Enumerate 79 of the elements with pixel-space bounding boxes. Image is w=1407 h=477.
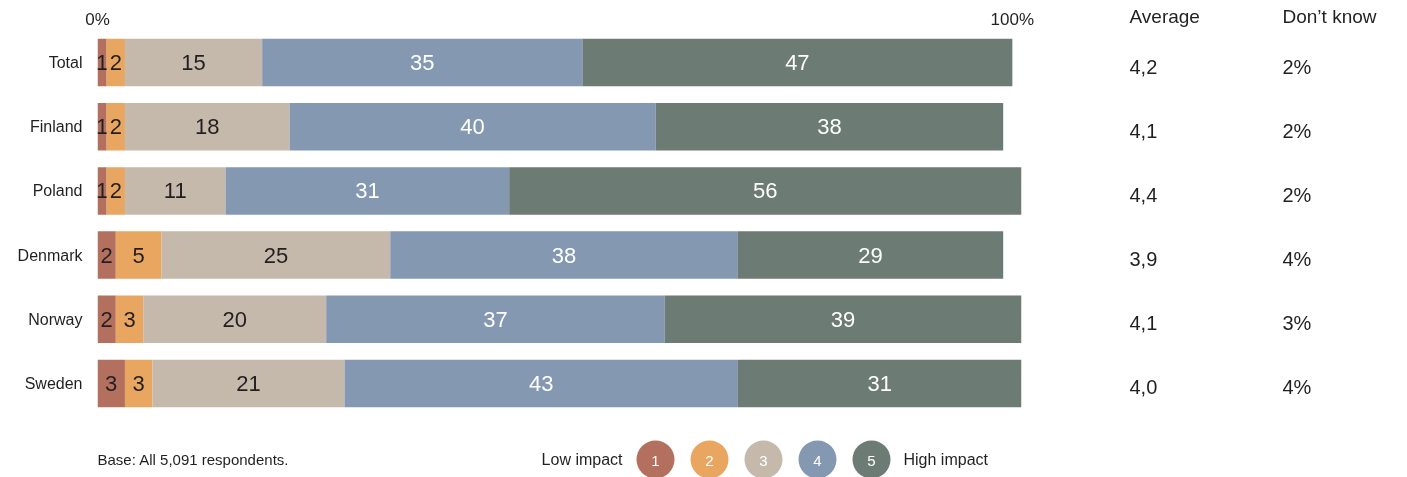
bar: [115, 231, 162, 279]
y-tick-label: Poland: [32, 182, 83, 200]
y-tick-label: Finland: [30, 118, 83, 136]
data-label: 5: [132, 242, 145, 268]
text: 4%: [1282, 376, 1312, 399]
bar: [152, 359, 345, 408]
text: 5: [867, 451, 876, 469]
bar: [124, 38, 263, 87]
text: 4,2: [1129, 55, 1158, 78]
data-label: 21: [236, 370, 261, 396]
bar: [97, 359, 125, 408]
bar: [326, 295, 665, 343]
y-tick-label: Denmark: [17, 246, 84, 264]
data-label: 20: [222, 306, 247, 332]
data-label: 11: [163, 178, 187, 204]
data-label: 37: [483, 306, 508, 332]
text: 2%: [1282, 119, 1312, 142]
category-label: Average: [1129, 6, 1200, 27]
bar: [655, 103, 1004, 151]
bar: [582, 38, 1013, 87]
category-label: Don’t know: [1282, 6, 1377, 27]
data-label: 38: [817, 114, 842, 140]
data-label: 2: [109, 114, 122, 140]
x-tick-label: 100%: [990, 9, 1035, 29]
y-tick-label: Sweden: [24, 374, 83, 392]
bar: [225, 167, 510, 215]
data-label: 2: [109, 178, 122, 204]
data-label: 3: [132, 370, 145, 396]
data-label: 2: [100, 242, 113, 268]
bar: [124, 167, 226, 215]
text: 4: [813, 451, 822, 469]
text: 4,4: [1129, 183, 1158, 206]
bar: [262, 38, 583, 87]
text: 3,9: [1129, 248, 1158, 271]
text: 4%: [1282, 248, 1312, 271]
bar: [344, 359, 738, 408]
data-label: 3: [105, 370, 118, 396]
y-tick-label: Total: [48, 54, 83, 72]
data-label: 35: [410, 50, 435, 76]
text: 1: [651, 451, 660, 469]
text: 3%: [1282, 312, 1312, 335]
data-label: 31: [867, 370, 892, 396]
bar: [161, 231, 391, 279]
text: 4,0: [1129, 376, 1158, 399]
text: 4,1: [1129, 312, 1158, 335]
bar: [124, 359, 153, 408]
bar: [143, 295, 327, 343]
data-label: 40: [460, 114, 485, 140]
text: 2%: [1282, 183, 1312, 206]
text: Base: All 5,091 respondents.: [97, 451, 289, 468]
data-label: 43: [528, 370, 554, 396]
text: 4,1: [1129, 119, 1158, 142]
text: 2: [705, 451, 714, 469]
bar: [115, 295, 144, 343]
bar: [737, 231, 1004, 279]
data-label: 47: [785, 50, 810, 76]
data-label: 2: [100, 306, 113, 332]
bar: [289, 103, 656, 151]
data-label: 18: [195, 114, 220, 140]
text: 3: [759, 451, 768, 469]
data-label: 31: [355, 178, 380, 204]
bar: [509, 167, 1022, 215]
data-label: 2: [109, 50, 122, 76]
y-tick-label: Norway: [28, 310, 83, 328]
data-label: 25: [263, 242, 289, 268]
data-label: 3: [123, 306, 136, 332]
text: High impact: [903, 451, 989, 468]
x-tick-label: 0%: [85, 9, 110, 29]
bar: [390, 231, 738, 279]
bar: [124, 103, 290, 151]
data-label: 15: [181, 50, 206, 76]
text: 2%: [1282, 55, 1312, 78]
bar: [737, 359, 1022, 408]
data-label: 29: [858, 242, 883, 268]
bar: [664, 295, 1022, 343]
data-label: 38: [551, 242, 577, 268]
data-label: 39: [830, 306, 856, 332]
data-label: 56: [753, 178, 778, 204]
text: Low impact: [541, 451, 624, 468]
